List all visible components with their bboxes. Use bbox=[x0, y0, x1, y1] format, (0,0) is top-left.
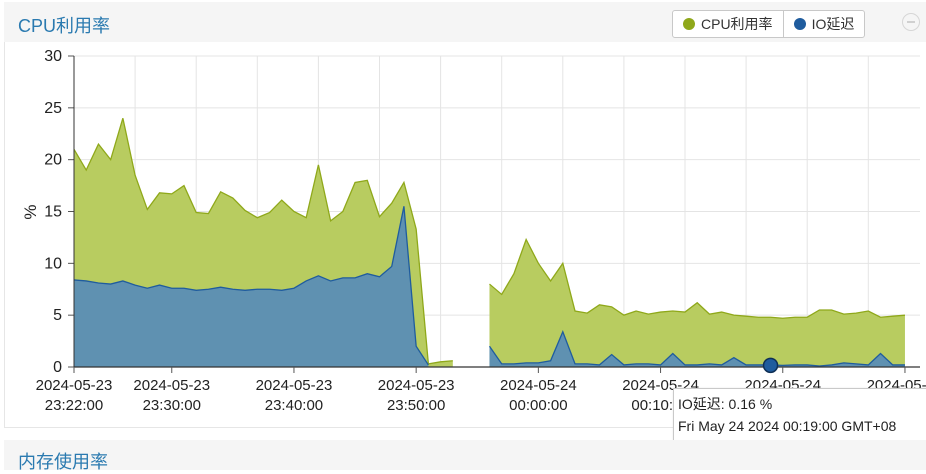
cpu-legend-dot-icon bbox=[683, 18, 695, 30]
x-tick-time-label: 23:22:00 bbox=[45, 397, 103, 414]
legend-label-cpu: CPU利用率 bbox=[701, 16, 773, 32]
y-tick-label: 15 bbox=[44, 204, 62, 221]
series-line-io bbox=[73, 206, 429, 366]
y-tick-label: 20 bbox=[44, 152, 62, 169]
series-line-io bbox=[488, 330, 905, 367]
cpu-chart: 0 5 10 15 20 25 30% 2024-05-23 23:22:00 2024-05-2… bbox=[21, 48, 926, 414]
x-tick-date-label: 2024-05-24 bbox=[500, 377, 577, 394]
legend-label-io: IO延迟 bbox=[811, 16, 855, 32]
x-tick-time-label: 23:30:00 bbox=[143, 397, 201, 414]
legend-item-cpu[interactable]: CPU利用率 bbox=[673, 11, 783, 37]
memory-panel-title: 内存使用率 bbox=[18, 452, 108, 472]
y-tick-label: 25 bbox=[44, 100, 62, 117]
y-axis-label: % bbox=[21, 204, 40, 219]
tooltip-date: Fri May 24 2024 00:19:00 GMT+08 bbox=[678, 418, 897, 434]
chart-legend: CPU利用率 IO延迟 bbox=[672, 10, 866, 38]
series-line-cpu bbox=[489, 237, 906, 319]
y-tick-label: 10 bbox=[44, 255, 62, 272]
io-legend-dot-icon bbox=[793, 18, 806, 30]
x-tick-time-label: 00:00:00 bbox=[509, 397, 567, 414]
collapse-panel-icon[interactable] bbox=[902, 13, 920, 31]
x-tick-date-label: 2024-05-23 bbox=[36, 377, 113, 394]
memory-panel-header: 内存使用率 bbox=[4, 440, 926, 472]
y-tick-label: 30 bbox=[44, 48, 62, 65]
panel-title: CPU利用率 bbox=[18, 16, 111, 36]
legend-item-io[interactable]: IO延迟 bbox=[782, 11, 865, 37]
x-tick-date-label: 2024-05-23 bbox=[133, 377, 210, 394]
x-tick-time-label: 23:40:00 bbox=[265, 397, 323, 414]
y-tick-label: 0 bbox=[53, 359, 62, 376]
series-area-io bbox=[74, 206, 429, 367]
x-tick-date-label: 2024-05-23 bbox=[378, 377, 455, 394]
tooltip-value: IO延迟: 0.16 % bbox=[678, 396, 773, 412]
x-tick-date-label: 2024-05-23 bbox=[256, 377, 333, 394]
highlight-point bbox=[762, 357, 779, 374]
y-tick-label: 5 bbox=[53, 307, 62, 324]
series-line-cpu bbox=[73, 118, 453, 365]
x-tick-time-label: 23:50:00 bbox=[387, 397, 445, 414]
